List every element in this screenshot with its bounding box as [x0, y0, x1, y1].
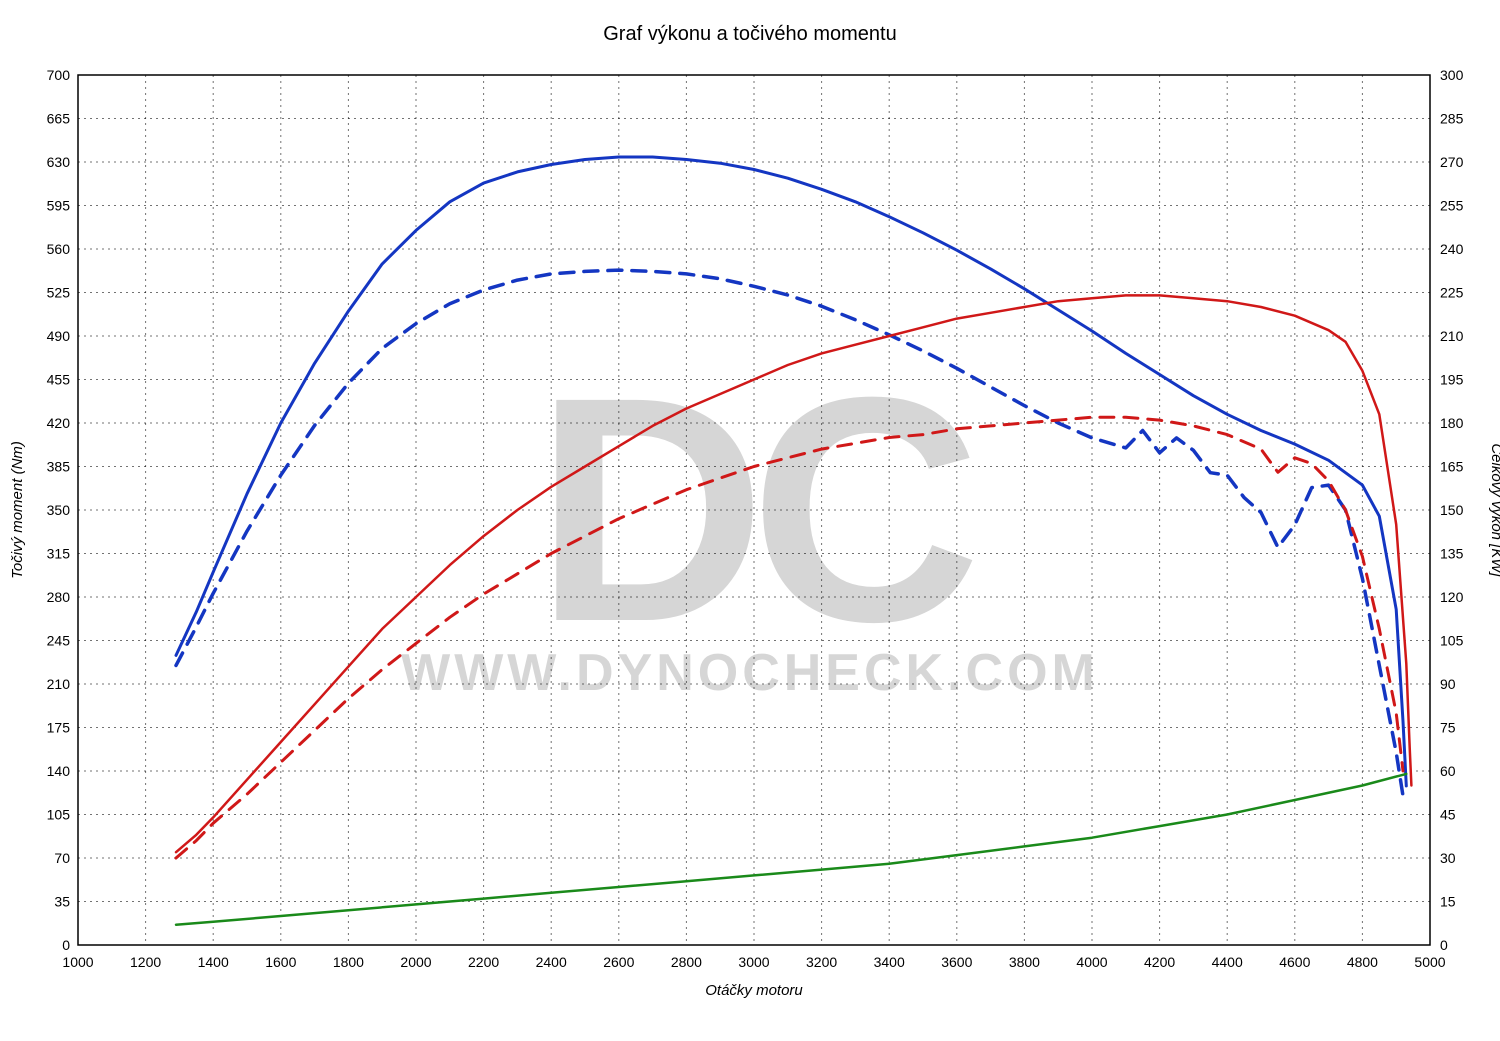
y-left-tick-label: 35 [54, 894, 70, 910]
x-tick-label: 3600 [941, 954, 972, 970]
y-left-tick-label: 490 [47, 328, 71, 344]
x-tick-label: 3000 [738, 954, 769, 970]
x-tick-label: 1800 [333, 954, 364, 970]
y-left-tick-label: 420 [47, 415, 71, 431]
y-right-tick-label: 120 [1440, 589, 1464, 605]
x-tick-label: 3800 [1009, 954, 1040, 970]
y-left-tick-label: 105 [47, 807, 71, 823]
y-right-tick-label: 240 [1440, 241, 1464, 257]
y-right-tick-label: 255 [1440, 198, 1464, 214]
x-tick-label: 2200 [468, 954, 499, 970]
x-tick-label: 4800 [1347, 954, 1378, 970]
x-tick-label: 5000 [1414, 954, 1445, 970]
chart-title: Graf výkonu a točivého momentu [603, 23, 896, 45]
x-tick-label: 2600 [603, 954, 634, 970]
y-right-tick-label: 195 [1440, 372, 1464, 388]
y-left-tick-label: 385 [47, 459, 71, 475]
x-tick-label: 3200 [806, 954, 837, 970]
x-tick-label: 1000 [62, 954, 93, 970]
y-left-tick-label: 630 [47, 154, 71, 170]
y-right-tick-label: 225 [1440, 285, 1464, 301]
y-right-tick-label: 165 [1440, 459, 1464, 475]
x-tick-label: 1200 [130, 954, 161, 970]
y-left-tick-label: 245 [47, 633, 71, 649]
y-right-tick-label: 300 [1440, 67, 1464, 83]
y-right-tick-label: 285 [1440, 111, 1464, 127]
y-right-tick-label: 30 [1440, 850, 1456, 866]
x-tick-labels: 1000 1200 1400 1600 1800 2000 2200 2400 2600 2800… [62, 954, 1445, 970]
y-left-tick-label: 560 [47, 241, 71, 257]
y-right-tick-label: 0 [1440, 937, 1448, 953]
x-tick-label: 2800 [671, 954, 702, 970]
y-right-tick-label: 150 [1440, 502, 1464, 518]
y-left-tick-label: 665 [47, 111, 71, 127]
x-tick-label: 2400 [536, 954, 567, 970]
y-right-tick-label: 210 [1440, 328, 1464, 344]
y-right-tick-label: 15 [1440, 894, 1456, 910]
y-left-tick-label: 0 [62, 937, 70, 953]
y-left-tick-label: 70 [54, 850, 70, 866]
y-left-tick-label: 700 [47, 67, 71, 83]
y-left-tick-label: 315 [47, 546, 71, 562]
y-right-tick-labels: 0 15 30 45 60 75 90 105 120 135 150 165 180 195 210 225… [1440, 67, 1464, 953]
x-tick-label: 4000 [1076, 954, 1107, 970]
x-tick-label: 2000 [400, 954, 431, 970]
x-tick-label: 4400 [1212, 954, 1243, 970]
chart-svg: DC WWW.DYNOCHECK.COM 1000120014001600180… [0, 0, 1500, 1041]
y-right-axis-label: Celkový výkon [KW] [1488, 443, 1500, 577]
x-tick-label: 4600 [1279, 954, 1310, 970]
y-right-tick-label: 60 [1440, 763, 1456, 779]
x-tick-label: 1400 [198, 954, 229, 970]
watermark-logo-text: DC [535, 330, 975, 688]
x-axis-label: Otáčky motoru [705, 982, 803, 999]
watermark-url-text: WWW.DYNOCHECK.COM [401, 644, 1099, 702]
watermark: DC WWW.DYNOCHECK.COM [401, 330, 1099, 702]
y-right-tick-label: 135 [1440, 546, 1464, 562]
x-tick-label: 3400 [874, 954, 905, 970]
y-right-tick-label: 105 [1440, 633, 1464, 649]
y-left-axis-label: Točivý moment (Nm) [9, 441, 26, 579]
x-tick-label: 4200 [1144, 954, 1175, 970]
y-left-tick-label: 210 [47, 676, 71, 692]
dyno-chart: DC WWW.DYNOCHECK.COM 1000120014001600180… [0, 0, 1500, 1041]
y-left-tick-label: 525 [47, 285, 71, 301]
y-left-tick-label: 350 [47, 502, 71, 518]
y-left-tick-label: 455 [47, 372, 71, 388]
y-right-tick-label: 75 [1440, 720, 1456, 736]
y-right-tick-label: 90 [1440, 676, 1456, 692]
y-left-tick-label: 140 [47, 763, 71, 779]
y-left-tick-labels: 0 35 70 105 140 175 210 245 280 315 350 385 420 455 49… [47, 67, 71, 953]
y-right-tick-label: 180 [1440, 415, 1464, 431]
y-left-tick-label: 595 [47, 198, 71, 214]
y-left-tick-label: 175 [47, 720, 71, 736]
y-left-tick-label: 280 [47, 589, 71, 605]
y-right-tick-label: 270 [1440, 154, 1464, 170]
x-tick-label: 1600 [265, 954, 296, 970]
y-right-tick-label: 45 [1440, 807, 1456, 823]
series-loss_power [176, 774, 1406, 925]
